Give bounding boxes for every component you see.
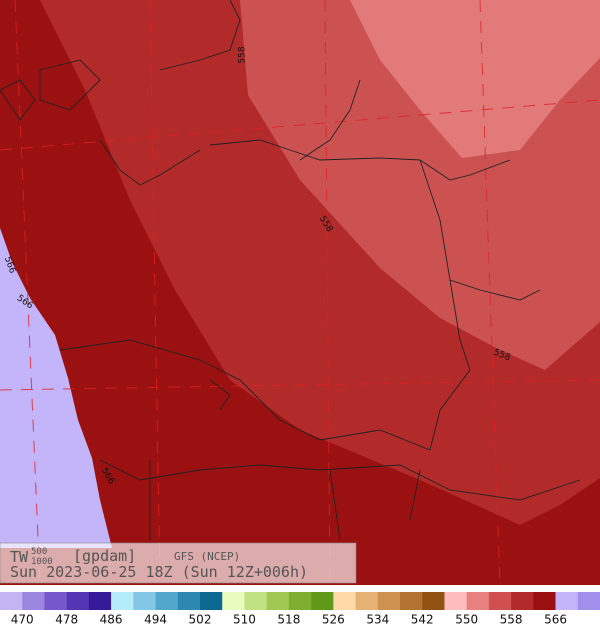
lower-level: 1000 — [31, 557, 53, 567]
colorbar-swatch — [244, 592, 267, 610]
colorbar-swatch — [400, 592, 423, 610]
colorbar-swatch — [555, 592, 579, 610]
colorbar-swatch — [533, 592, 556, 610]
model: GFS (NCEP) — [174, 550, 240, 563]
colorbar-swatch — [200, 592, 223, 610]
colorbar-tick-label: 542 — [411, 613, 434, 627]
colorbar-swatch — [266, 592, 290, 610]
colorbar-tick-label: 550 — [455, 613, 478, 627]
colorbar-tick-label: 470 — [11, 613, 34, 627]
colorbar-swatch — [422, 592, 445, 610]
colorbar-tick-label: 526 — [322, 613, 345, 627]
colorbar-swatch — [177, 592, 201, 610]
colorbar-tick-label: 518 — [277, 613, 300, 627]
colorbar-swatch — [377, 592, 401, 610]
colorbar-tick-label: 494 — [144, 613, 167, 627]
colorbar-tick-label: 486 — [100, 613, 123, 627]
colorbar-swatch — [133, 592, 156, 610]
map: 558 558 558 566 566 566 — [0, 0, 600, 586]
colorbar-swatch — [44, 592, 67, 610]
colorbar-swatch — [488, 592, 512, 610]
colorbar-swatch — [577, 592, 600, 610]
title-box: TW 500 1000 [gpdam] GFS (NCEP) Sun 2023-… — [0, 542, 357, 584]
colorbar-swatch — [88, 592, 112, 610]
colorbar-tick-label: 510 — [233, 613, 256, 627]
colorbar-swatch — [0, 592, 23, 610]
colorbar-swatch — [311, 592, 334, 610]
field-542 — [350, 0, 600, 158]
upper-level: 500 — [31, 547, 47, 557]
colorbar-swatch — [155, 592, 179, 610]
contour-label: 558 — [238, 46, 248, 63]
colorbar-tick-label: 502 — [189, 613, 212, 627]
title-background — [0, 542, 357, 584]
variable: TW — [10, 548, 29, 566]
colorbar-tick-label: 534 — [366, 613, 389, 627]
colorbar-tick-label: 558 — [500, 613, 523, 627]
field-low — [0, 228, 112, 548]
colorbar-swatch — [466, 592, 490, 610]
colorbar-swatch — [22, 592, 45, 610]
colorbar-tick-label: 566 — [544, 613, 567, 627]
colorbar-swatch — [222, 592, 245, 610]
colorbar-swatch — [288, 592, 312, 610]
valid-time: Sun 2023-06-25 18Z (Sun 12Z+006h) — [10, 563, 308, 581]
colorbar-swatch — [355, 592, 379, 610]
colorbar-swatch — [111, 592, 134, 610]
colorbar-swatch — [333, 592, 356, 610]
colorbar-swatch — [511, 592, 534, 610]
colorbar: 470 478 486 494 502 510 518 526 534 542 550 558 566 — [0, 592, 600, 627]
unit: [gpdam] — [73, 547, 136, 565]
colorbar-swatch — [66, 592, 90, 610]
colorbar-swatch — [444, 592, 467, 610]
colorbar-tick-label: 478 — [55, 613, 78, 627]
borders — [0, 0, 581, 541]
